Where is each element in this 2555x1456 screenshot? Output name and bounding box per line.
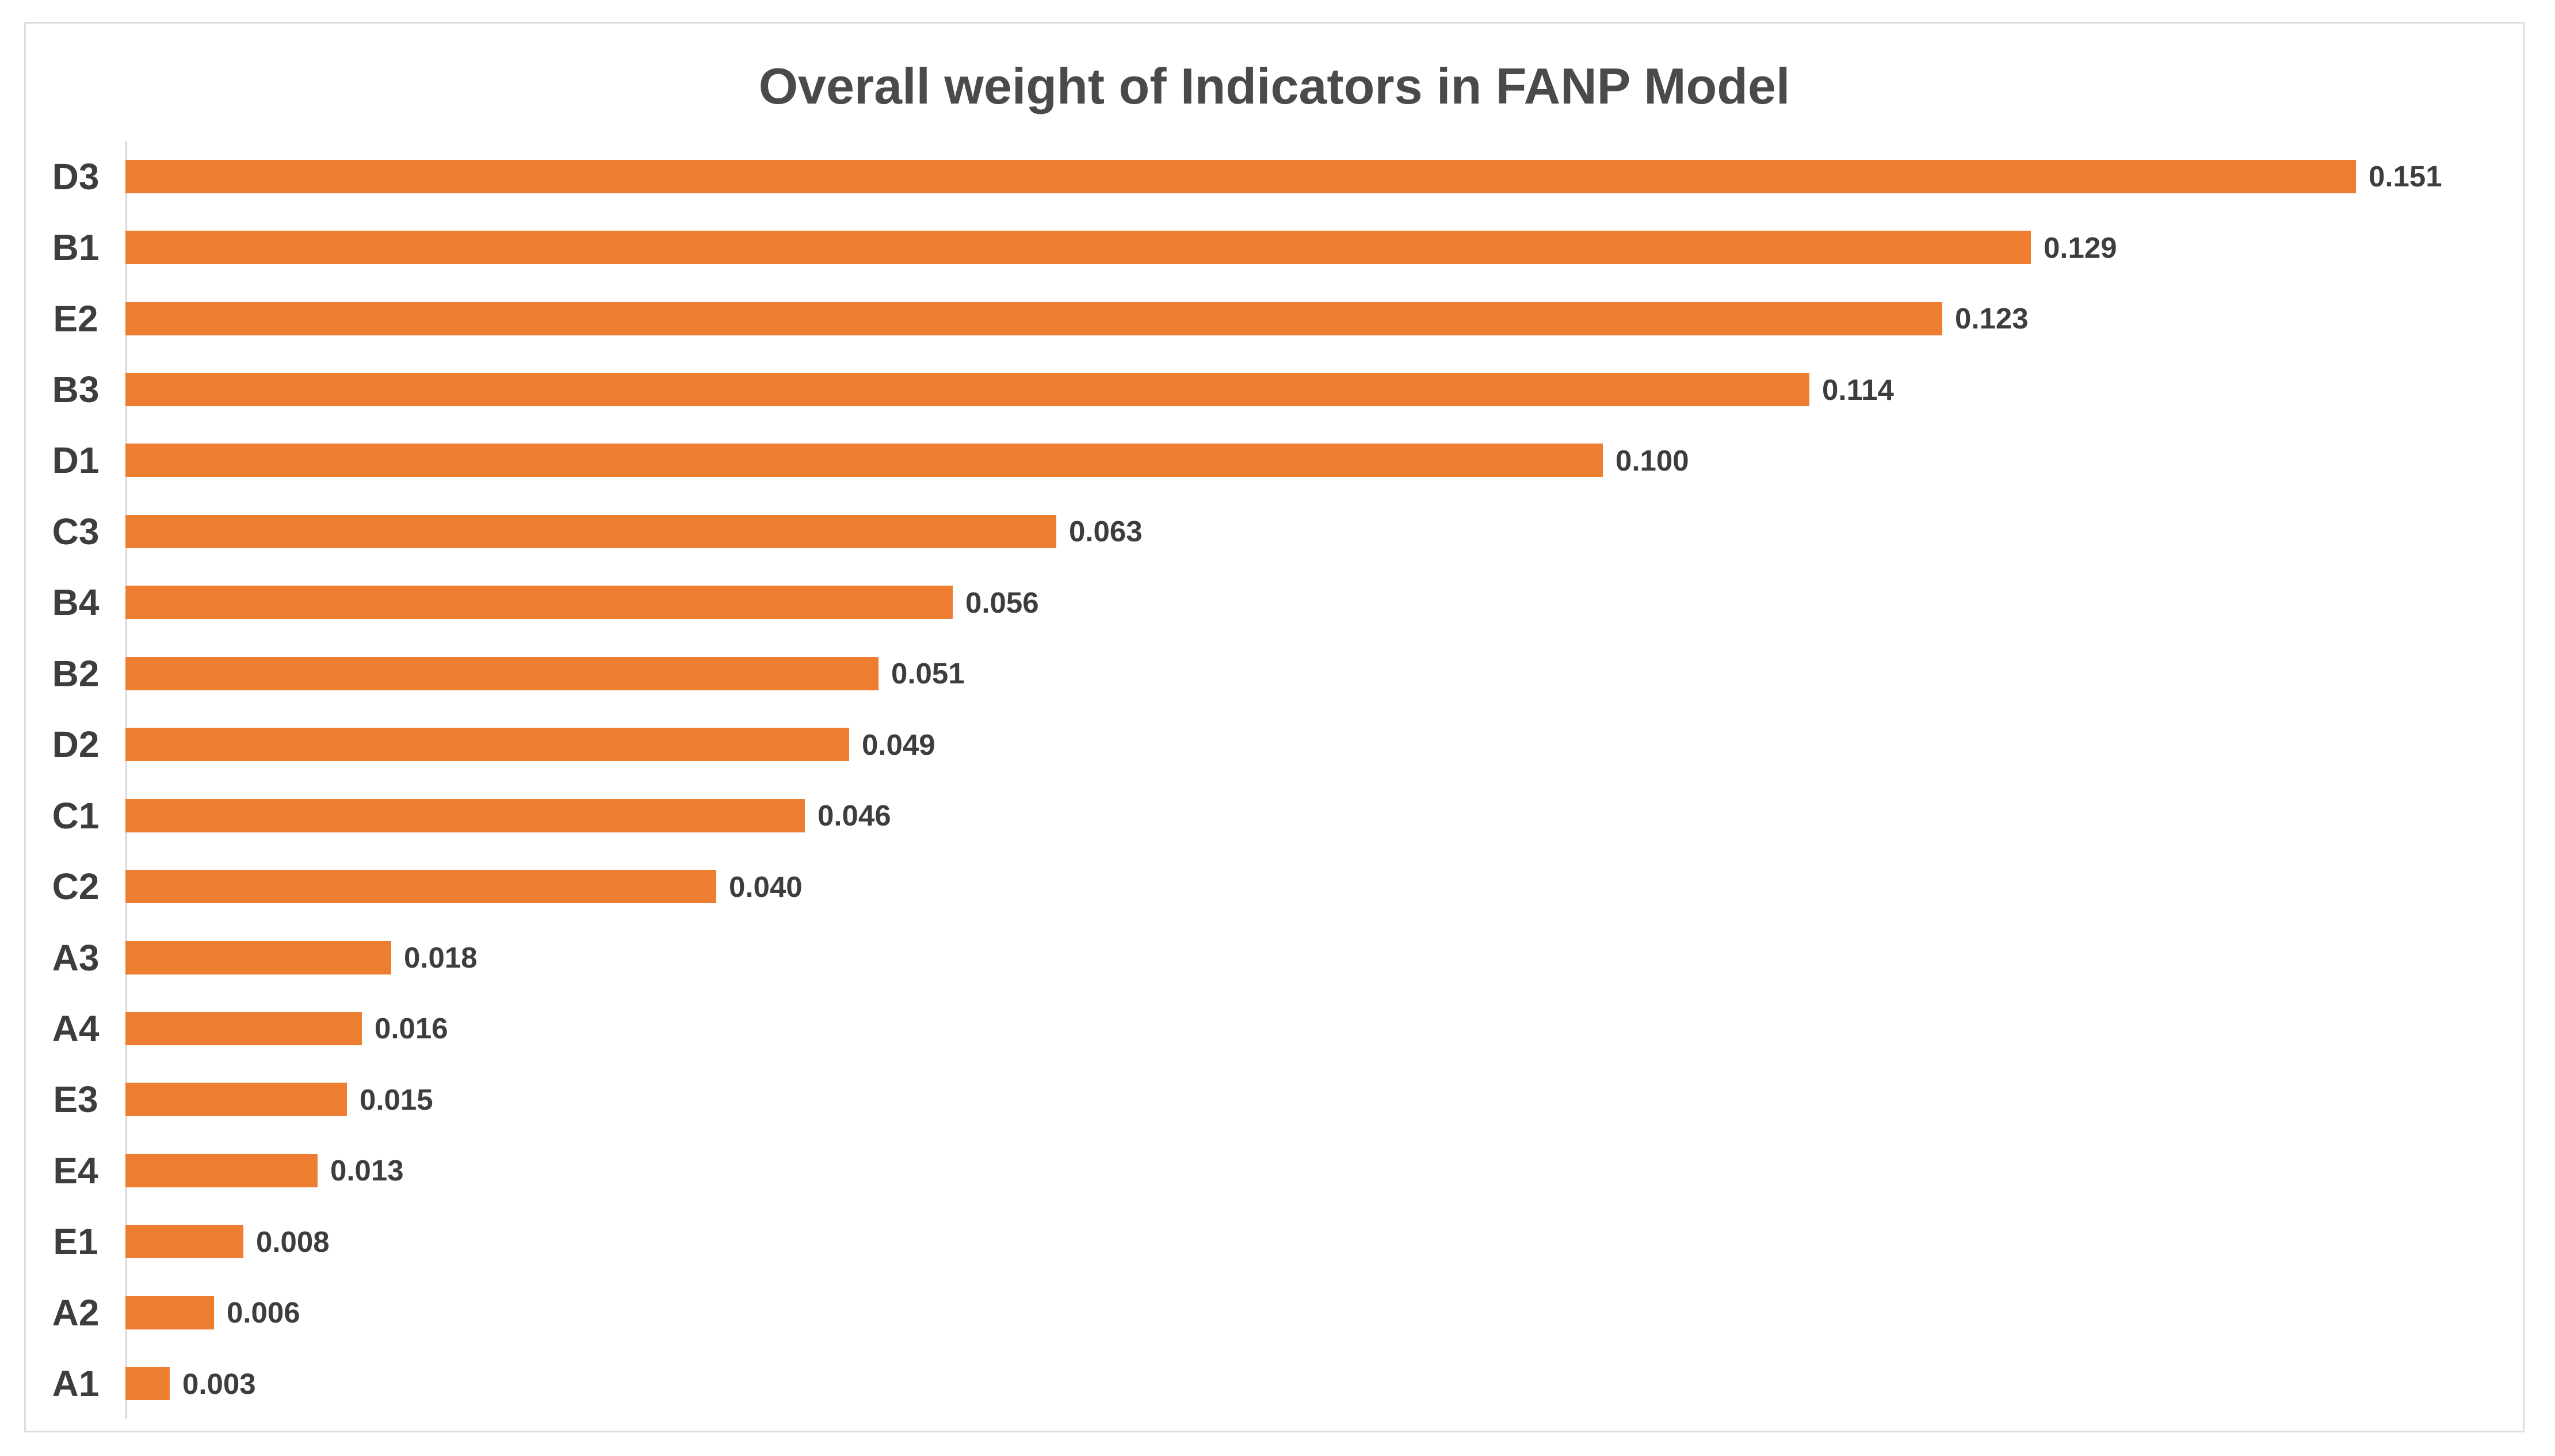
bar-track: 0.100 bbox=[125, 425, 2523, 496]
bar bbox=[125, 1367, 170, 1401]
bar bbox=[125, 870, 716, 904]
category-label: A3 bbox=[52, 937, 100, 979]
bar bbox=[125, 444, 1603, 477]
bar bbox=[125, 798, 805, 832]
chart-row: D2 0.049 bbox=[26, 709, 2523, 780]
bar-rows: D3 0.151 B1 0.129 E2 0.123 B3 0.114 D1 0.100 C3 0.0… bbox=[26, 141, 2523, 1419]
category-label: C2 bbox=[52, 866, 100, 908]
chart-row: D1 0.100 bbox=[26, 425, 2523, 496]
bar-track: 0.016 bbox=[125, 993, 2523, 1064]
bar-track: 0.008 bbox=[125, 1206, 2523, 1277]
category-label: B2 bbox=[52, 652, 100, 694]
category-label: B1 bbox=[52, 227, 100, 269]
value-label: 0.056 bbox=[965, 586, 1039, 619]
value-label: 0.151 bbox=[2369, 160, 2442, 193]
value-label: 0.100 bbox=[1616, 444, 1689, 477]
value-label: 0.040 bbox=[729, 870, 803, 903]
category-label: B4 bbox=[52, 582, 100, 624]
chart-row: A3 0.018 bbox=[26, 922, 2523, 993]
bar-track: 0.018 bbox=[125, 922, 2523, 993]
category-label: C3 bbox=[52, 510, 100, 552]
category-label: E2 bbox=[53, 297, 98, 339]
value-label: 0.015 bbox=[360, 1083, 433, 1116]
value-label: 0.013 bbox=[330, 1154, 404, 1187]
value-label: 0.008 bbox=[256, 1225, 330, 1258]
bar bbox=[125, 1011, 362, 1045]
bar-track: 0.129 bbox=[125, 212, 2523, 282]
bar bbox=[125, 656, 879, 690]
value-label: 0.129 bbox=[2044, 231, 2117, 264]
bar bbox=[125, 586, 953, 620]
bar-track: 0.040 bbox=[125, 851, 2523, 922]
bar bbox=[125, 514, 1056, 548]
category-label: B3 bbox=[52, 369, 100, 411]
chart-row: E1 0.008 bbox=[26, 1206, 2523, 1277]
chart-title: Overall weight of Indicators in FANP Mod… bbox=[758, 58, 1790, 114]
chart-row: B2 0.051 bbox=[26, 638, 2523, 709]
value-label: 0.049 bbox=[862, 728, 935, 761]
value-label: 0.003 bbox=[182, 1367, 256, 1400]
value-label: 0.046 bbox=[818, 799, 891, 832]
bar-track: 0.056 bbox=[125, 567, 2523, 638]
value-label: 0.006 bbox=[227, 1296, 300, 1329]
chart-row: E3 0.015 bbox=[26, 1064, 2523, 1135]
category-label: E3 bbox=[53, 1079, 98, 1121]
chart-row: D3 0.151 bbox=[26, 141, 2523, 212]
bar bbox=[125, 159, 2356, 193]
chart-row: B3 0.114 bbox=[26, 354, 2523, 425]
bar-track: 0.114 bbox=[125, 354, 2523, 425]
bar-track: 0.003 bbox=[125, 1348, 2523, 1419]
value-label: 0.114 bbox=[1822, 373, 1894, 406]
bar bbox=[125, 231, 2031, 265]
chart-row: A2 0.006 bbox=[26, 1277, 2523, 1348]
bar-track: 0.013 bbox=[125, 1135, 2523, 1206]
chart-row: C2 0.040 bbox=[26, 851, 2523, 922]
bar-track: 0.123 bbox=[125, 283, 2523, 354]
value-label: 0.018 bbox=[404, 941, 478, 975]
bar bbox=[125, 1225, 243, 1259]
bar bbox=[125, 728, 849, 762]
bar-track: 0.049 bbox=[125, 709, 2523, 780]
category-label: D2 bbox=[52, 724, 100, 766]
value-label: 0.051 bbox=[891, 657, 965, 690]
category-label: C1 bbox=[52, 794, 100, 836]
chart-frame: Overall weight of Indicators in FANP Mod… bbox=[24, 22, 2525, 1432]
bar-track: 0.051 bbox=[125, 638, 2523, 709]
bar-track: 0.006 bbox=[125, 1277, 2523, 1348]
category-label: D3 bbox=[52, 155, 100, 197]
chart-row: E4 0.013 bbox=[26, 1135, 2523, 1206]
value-label: 0.063 bbox=[1069, 515, 1143, 548]
category-label: E4 bbox=[53, 1149, 98, 1191]
plot-area: D3 0.151 B1 0.129 E2 0.123 B3 0.114 D1 0.100 C3 0.0… bbox=[26, 141, 2523, 1419]
bar-track: 0.063 bbox=[125, 496, 2523, 567]
bar bbox=[125, 373, 1809, 407]
chart-row: C3 0.063 bbox=[26, 496, 2523, 567]
bar bbox=[125, 1153, 318, 1187]
chart-row: C1 0.046 bbox=[26, 780, 2523, 851]
bar bbox=[125, 1296, 214, 1329]
bar-track: 0.015 bbox=[125, 1064, 2523, 1135]
bar-track: 0.151 bbox=[125, 141, 2523, 212]
category-label: A1 bbox=[52, 1363, 100, 1405]
chart-row: B1 0.129 bbox=[26, 212, 2523, 282]
value-label: 0.016 bbox=[375, 1012, 448, 1045]
value-label: 0.123 bbox=[1955, 302, 2029, 335]
category-label: D1 bbox=[52, 440, 100, 481]
bar bbox=[125, 1083, 347, 1117]
bar bbox=[125, 301, 1942, 335]
chart-row: A4 0.016 bbox=[26, 993, 2523, 1064]
category-label: A4 bbox=[52, 1007, 100, 1049]
chart-row: E2 0.123 bbox=[26, 283, 2523, 354]
chart-row: B4 0.056 bbox=[26, 567, 2523, 638]
category-axis-line bbox=[125, 141, 127, 1419]
bar-track: 0.046 bbox=[125, 780, 2523, 851]
category-label: E1 bbox=[53, 1221, 98, 1263]
chart-row: A1 0.003 bbox=[26, 1348, 2523, 1419]
bar bbox=[125, 941, 391, 975]
category-label: A2 bbox=[52, 1291, 100, 1333]
